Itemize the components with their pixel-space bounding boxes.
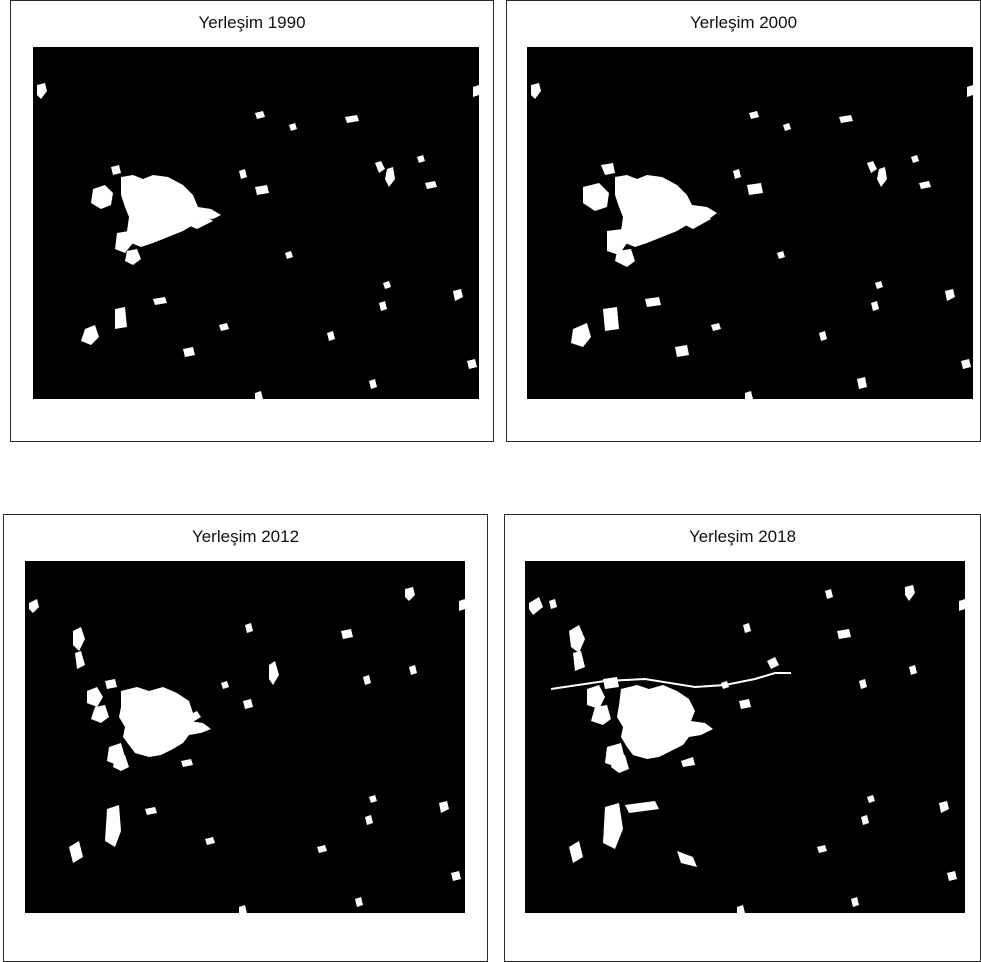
settlement-map-1990 xyxy=(33,47,479,399)
settlement-map-svg xyxy=(525,561,965,913)
settlement-map-2018 xyxy=(525,561,965,913)
settlement-map-2012 xyxy=(25,561,465,913)
settlement-map-2000 xyxy=(527,47,973,399)
map-panel-2012: Yerleşim 2012 xyxy=(3,514,488,962)
map-panel-1990: Yerleşim 1990 xyxy=(10,0,494,442)
settlement-map-svg xyxy=(527,47,973,399)
panel-title: Yerleşim 1990 xyxy=(198,13,306,32)
panel-title: Yerleşim 2018 xyxy=(688,527,797,546)
map-panel-2018: Yerleşim 2018 xyxy=(504,514,981,962)
settlement-map-svg xyxy=(33,47,479,399)
panel-title: Yerleşim 2012 xyxy=(191,527,300,546)
panel-title: Yerleşim 2000 xyxy=(689,13,798,32)
map-panel-2000: Yerleşim 2000 xyxy=(506,0,981,442)
settlement-map-svg xyxy=(25,561,465,913)
